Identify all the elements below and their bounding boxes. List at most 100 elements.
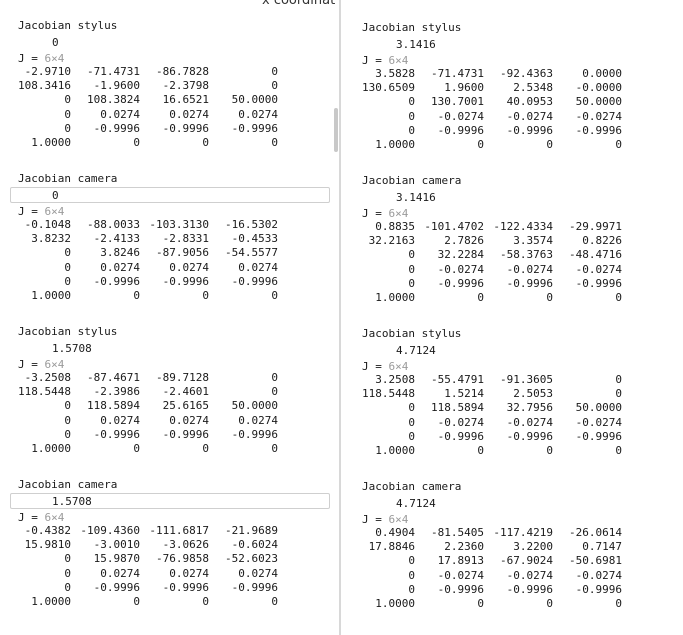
matrix-cell: 1.0000: [31, 594, 71, 608]
matrix-cell: -2.3798: [162, 79, 209, 93]
matrix-cell: 0.0274: [238, 260, 278, 274]
scrollbar-thumb[interactable]: [334, 108, 338, 152]
matrix-cell: -1.9600: [93, 79, 140, 93]
matrix-cell: 0: [133, 441, 140, 455]
jacobian-matrix: -2.9710 -71.4731 -86.7828 0 108.3416 -1.9600-…: [18, 65, 278, 150]
matrix-name: J =: [362, 207, 389, 220]
matrix-row: 0.4904 -81.5405 -117.4219 -26.0614: [362, 526, 622, 540]
matrix-cell: 0: [271, 135, 278, 149]
matrix-name: J =: [18, 358, 45, 371]
matrix-cell: -50.6981: [569, 554, 622, 568]
output-title: Jacobian stylus: [362, 327, 462, 340]
matrix-cell: 0.0274: [100, 260, 140, 274]
matrix-cell: 0.7147: [582, 540, 622, 554]
matrix-cell: 0: [408, 276, 415, 290]
matrix-cell: -103.3130: [149, 218, 209, 231]
matrix-cell: 0: [271, 385, 278, 399]
matrix-cell: -0.9996: [162, 274, 209, 288]
matrix-cell: -55.4791: [431, 373, 484, 386]
matrix-cell: 0.0274: [169, 413, 209, 427]
right-output-pane[interactable]: Jacobian stylus 3.1416 J = 6×4 3.5828 -71.47…: [344, 0, 683, 635]
left-output-pane[interactable]: Jacobian stylus 0 J = 6×4 -2.9710 -71.4731 -8…: [0, 0, 337, 635]
matrix-cell: 0.0274: [100, 413, 140, 427]
matrix-cell: -2.4601: [162, 385, 209, 399]
matrix-cell: 0.8835: [375, 220, 415, 233]
matrix-row: -3.2508 -87.4671 -89.7128 0: [18, 371, 278, 385]
matrix-cell: 0: [408, 415, 415, 429]
matrix-row: 3.2508 -55.4791 -91.3605 0: [362, 373, 622, 387]
jacobian-matrix: 3.2508 -55.4791 -91.3605 0 118.5448 1.5214 2.5…: [362, 373, 622, 458]
matrix-cell: 50.0000: [575, 401, 622, 415]
matrix-cell: 0: [615, 387, 622, 401]
matrix-cell: 0: [615, 137, 622, 151]
matrix-cell: -0.9996: [231, 427, 278, 441]
matrix-label: J = 6×4: [362, 513, 408, 527]
matrix-cell: 0: [271, 441, 278, 455]
matrix-row: 130.6509 1.9600 2.5348 -0.0000: [362, 81, 622, 95]
matrix-cell: 25.6165: [162, 399, 209, 413]
matrix-cell: 0.4904: [375, 526, 415, 539]
matrix-cell: 108.3824: [87, 93, 140, 107]
matrix-cell: -117.4219: [493, 526, 553, 539]
matrix-cell: 2.2360: [444, 540, 484, 554]
matrix-cell: -0.9996: [231, 274, 278, 288]
matrix-cell: -0.9996: [93, 274, 140, 288]
matrix-cell: 15.9870: [93, 552, 140, 566]
value-field-outline: [10, 187, 330, 203]
matrix-cell: 0.0274: [238, 413, 278, 427]
matrix-cell: -0.9996: [162, 580, 209, 594]
matrix-cell: 17.8846: [368, 540, 415, 554]
output-title: Jacobian camera: [362, 174, 462, 187]
matrix-cell: -0.9996: [231, 121, 278, 135]
jacobian-matrix: 0.8835 -101.4702 -122.4334 -29.9971 32.2163 2…: [362, 220, 622, 305]
matrix-cell: 40.0953: [506, 95, 553, 109]
matrix-cell: 118.5448: [362, 387, 415, 401]
matrix-cell: 3.8246: [100, 246, 140, 260]
matrix-cell: 0: [64, 413, 71, 427]
output-title: Jacobian stylus: [18, 325, 118, 338]
matrix-row: 3.8232 -2.4133 -2.8331 -0.4533: [18, 232, 278, 246]
matrix-cell: 0: [64, 399, 71, 413]
matrix-cell: 0: [408, 429, 415, 443]
matrix-cell: 1.0000: [375, 596, 415, 610]
matrix-row: 0 32.2284 -58.3763 -48.4716: [362, 248, 622, 262]
matrix-cell: 0: [202, 288, 209, 302]
matrix-cell: 0.0274: [169, 260, 209, 274]
output-title: Jacobian stylus: [18, 19, 118, 32]
matrix-cell: -92.4363: [500, 67, 553, 80]
matrix-cell: -0.0274: [437, 262, 484, 276]
matrix-cell: -0.9996: [162, 121, 209, 135]
matrix-cell: 0: [408, 95, 415, 109]
matrix-row: 0 -0.9996 -0.9996 -0.9996: [362, 124, 622, 138]
matrix-row: 1.0000 0 0 0: [362, 291, 622, 305]
matrix-cell: 0: [477, 443, 484, 457]
matrix-cell: -87.9056: [156, 246, 209, 260]
matrix-row: 0 108.3824 16.6521 50.0000: [18, 93, 278, 107]
matrix-cell: -0.0274: [575, 262, 622, 276]
output-value: 3.1416: [396, 38, 436, 51]
matrix-cell: 0: [64, 107, 71, 121]
matrix-cell: 32.2163: [368, 234, 415, 248]
output-title: Jacobian camera: [18, 478, 118, 491]
matrix-dims: 6×4: [388, 513, 409, 526]
matrix-dims: 6×4: [388, 54, 409, 67]
value-field-outline: [10, 493, 330, 509]
pane-divider[interactable]: [339, 0, 341, 635]
matrix-name: J =: [18, 205, 45, 218]
matrix-cell: 0.0274: [100, 566, 140, 580]
matrix-cell: 0: [64, 427, 71, 441]
matrix-row: 0 -0.9996 -0.9996 -0.9996: [362, 430, 622, 444]
matrix-cell: 0: [408, 248, 415, 262]
matrix-cell: 0: [64, 552, 71, 566]
matrix-cell: 0: [64, 274, 71, 288]
matrix-cell: -0.9996: [437, 123, 484, 137]
matrix-row: 1.0000 0 0 0: [18, 595, 278, 609]
matrix-cell: -0.0274: [506, 109, 553, 123]
matrix-row: 1.0000 0 0 0: [18, 289, 278, 303]
matrix-row: -0.1048 -88.0033 -103.3130 -16.5302: [18, 218, 278, 232]
matrix-cell: -71.4731: [431, 67, 484, 80]
matrix-cell: -71.4731: [87, 65, 140, 78]
matrix-cell: 32.7956: [506, 401, 553, 415]
matrix-row: 108.3416 -1.9600 -2.3798 0: [18, 79, 278, 93]
matrix-row: -0.4382 -109.4360 -111.6817 -21.9689: [18, 524, 278, 538]
